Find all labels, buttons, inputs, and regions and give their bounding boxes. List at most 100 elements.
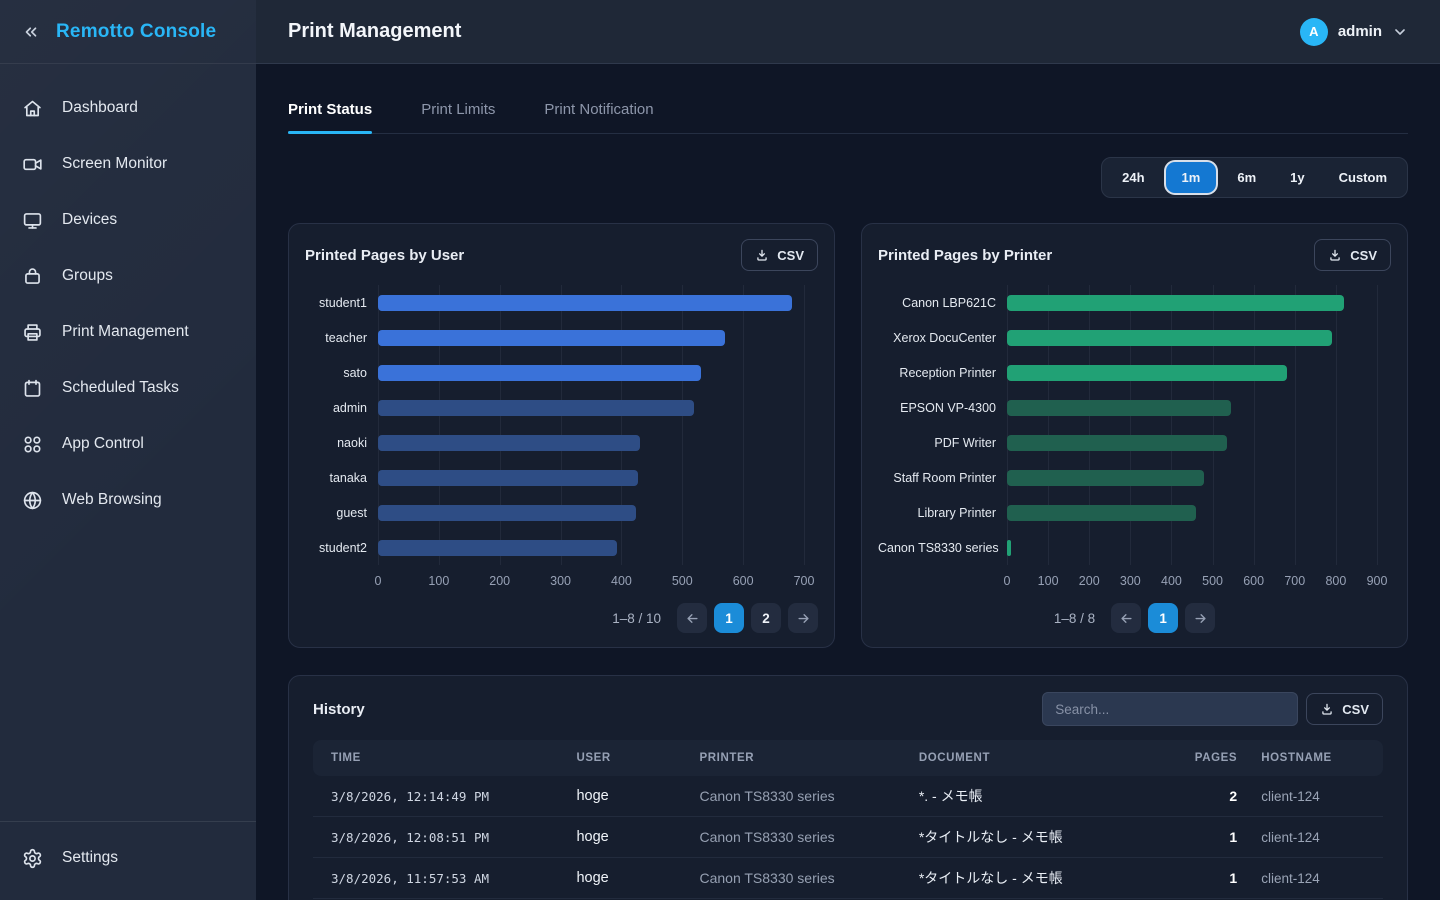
sidebar-header: Remotto Console [0, 0, 256, 64]
sidebar-item-app-control[interactable]: App Control [0, 416, 256, 472]
bar-row: sato [305, 355, 818, 390]
sidebar-item-groups[interactable]: Groups [0, 248, 256, 304]
time-range-row: 24h1m6m1yCustom [288, 157, 1408, 198]
column-header-pages: PAGES [1164, 740, 1250, 776]
column-header-document: DOCUMENT [907, 740, 1164, 776]
cell-user: hoge [564, 817, 687, 858]
cell-printer: Canon TS8330 series [687, 817, 906, 858]
home-icon [22, 98, 43, 119]
column-header-time: TIME [313, 740, 564, 776]
bar [378, 470, 638, 486]
pagination-next-button[interactable] [788, 603, 818, 633]
pagination-prev-button[interactable] [1111, 603, 1141, 633]
bar [378, 330, 725, 346]
chart-csv-label: CSV [1350, 248, 1377, 263]
history-title: History [313, 701, 365, 718]
sidebar-item-label: Dashboard [62, 99, 138, 117]
content: Print Status Print Limits Print Notificati… [256, 64, 1440, 900]
pagination-next-button[interactable] [1185, 603, 1215, 633]
axis-tick: 300 [550, 574, 571, 588]
bar [378, 505, 636, 521]
app-grid-icon [22, 434, 43, 455]
cell-time: 3/8/2026, 12:14:49 PM [313, 776, 564, 817]
app-title: Remotto Console [56, 21, 216, 43]
cell-hostname: client-124 [1249, 817, 1383, 858]
sidebar-item-screen-monitor[interactable]: Screen Monitor [0, 136, 256, 192]
cell-document: *. - メモ帳 [907, 776, 1164, 817]
range-button-6m[interactable]: 6m [1221, 162, 1272, 193]
monitor-icon [22, 210, 43, 231]
sidebar-item-settings[interactable]: Settings [0, 830, 256, 886]
bar-label: Canon LBP621C [878, 296, 1007, 310]
cell-document: *タイトルなし - メモ帳 [907, 858, 1164, 899]
video-camera-icon [22, 154, 43, 175]
table-row: 3/8/2026, 12:08:51 PMhogeCanon TS8330 se… [313, 817, 1383, 858]
download-icon [1320, 702, 1334, 716]
sidebar-item-label: Settings [62, 849, 118, 867]
bar-label: EPSON VP-4300 [878, 401, 1007, 415]
search-input[interactable] [1042, 692, 1298, 726]
pagination-page-2[interactable]: 2 [751, 603, 781, 633]
table-row: 3/8/2026, 11:57:53 AMhogeCanon TS8330 se… [313, 858, 1383, 899]
cell-pages: 1 [1164, 858, 1250, 899]
bar-chart: student1teachersatoadminnaokitanakaguest… [305, 285, 818, 565]
sidebar-item-label: Groups [62, 267, 113, 285]
cell-pages: 1 [1164, 817, 1250, 858]
tab-print-status[interactable]: Print Status [288, 101, 372, 133]
sidebar-item-label: Web Browsing [62, 491, 162, 509]
chart-csv-label: CSV [777, 248, 804, 263]
history-card: History CSV TIMEUSERPRINTERDOCUMENTPAGES… [288, 675, 1408, 900]
bar-row: student2 [305, 530, 818, 565]
user-name: admin [1338, 23, 1382, 40]
sidebar-item-dashboard[interactable]: Dashboard [0, 80, 256, 136]
sidebar-item-label: Print Management [62, 323, 189, 341]
axis-tick: 600 [733, 574, 754, 588]
range-button-custom[interactable]: Custom [1323, 162, 1403, 193]
charts-row: Printed Pages by UserCSVstudent1teachers… [288, 223, 1408, 648]
axis-tick: 800 [1325, 574, 1346, 588]
axis-tick: 700 [1284, 574, 1305, 588]
bar [1007, 365, 1287, 381]
axis-tick: 400 [1161, 574, 1182, 588]
pagination-prev-button[interactable] [677, 603, 707, 633]
range-button-1m[interactable]: 1m [1166, 162, 1217, 193]
range-button-24h[interactable]: 24h [1106, 162, 1160, 193]
tab-print-limits[interactable]: Print Limits [421, 101, 495, 133]
lock-group-icon [22, 266, 43, 287]
chart-csv-button[interactable]: CSV [741, 239, 818, 271]
tab-print-notification[interactable]: Print Notification [544, 101, 653, 133]
bar-row: EPSON VP-4300 [878, 390, 1391, 425]
chart-card-by-user: Printed Pages by UserCSVstudent1teachers… [288, 223, 835, 648]
range-button-1y[interactable]: 1y [1274, 162, 1320, 193]
avatar[interactable]: A [1300, 18, 1328, 46]
sidebar-item-print-management[interactable]: Print Management [0, 304, 256, 360]
axis-tick: 100 [428, 574, 449, 588]
chart-csv-button[interactable]: CSV [1314, 239, 1391, 271]
sidebar-item-scheduled-tasks[interactable]: Scheduled Tasks [0, 360, 256, 416]
bar [1007, 330, 1332, 346]
history-csv-button[interactable]: CSV [1306, 693, 1383, 725]
bar-row: Xerox DocuCenter [878, 320, 1391, 355]
chevron-down-icon [1392, 24, 1408, 40]
axis-tick: 500 [672, 574, 693, 588]
top-bar: Print Management A admin [256, 0, 1440, 64]
bar-row: tanaka [305, 460, 818, 495]
sidebar-item-web-browsing[interactable]: Web Browsing [0, 472, 256, 528]
bar [1007, 470, 1204, 486]
sidebar-item-devices[interactable]: Devices [0, 192, 256, 248]
pagination-page-1[interactable]: 1 [714, 603, 744, 633]
pagination: 1–8 / 81 [878, 603, 1391, 633]
user-menu[interactable]: A admin [1300, 18, 1408, 46]
sidebar: Remotto Console Dashboard Screen MonitorD… [0, 0, 256, 900]
sidebar-nav: Dashboard Screen MonitorDevices Groups Prin… [0, 64, 256, 821]
cell-time: 3/8/2026, 11:57:53 AM [313, 858, 564, 899]
main-area: Print Management A admin Print StatusPri… [256, 0, 1440, 900]
collapse-sidebar-icon[interactable] [22, 23, 40, 41]
pagination-page-1[interactable]: 1 [1148, 603, 1178, 633]
cell-pages: 2 [1164, 776, 1250, 817]
bar-row: student1 [305, 285, 818, 320]
cell-hostname: client-124 [1249, 858, 1383, 899]
history-csv-label: CSV [1342, 702, 1369, 717]
download-icon [755, 248, 769, 262]
cell-printer: Canon TS8330 series [687, 858, 906, 899]
